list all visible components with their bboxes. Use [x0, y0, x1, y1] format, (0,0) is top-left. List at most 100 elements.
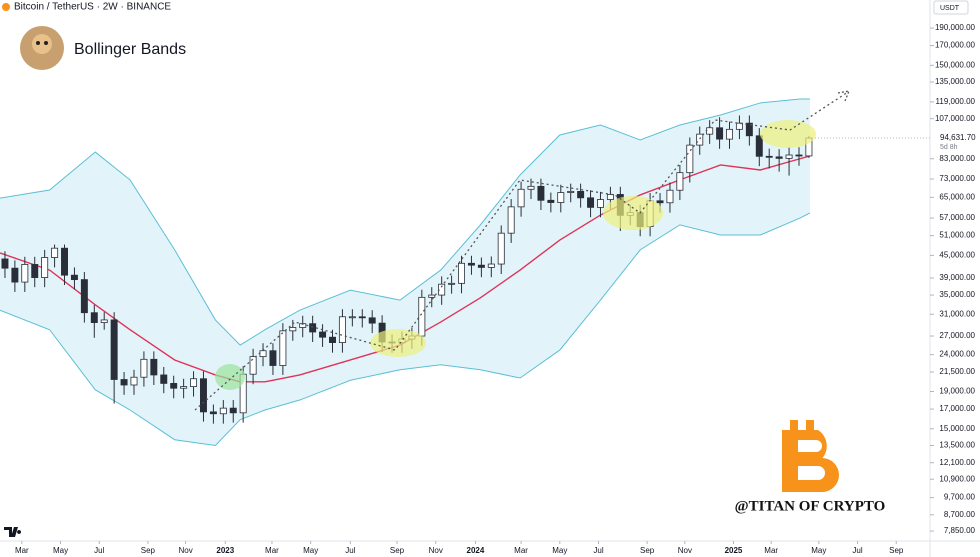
candle-body — [170, 383, 178, 389]
x-tick-label: Sep — [640, 546, 655, 555]
candle-body — [775, 156, 783, 159]
x-tick-label: Sep — [390, 546, 405, 555]
y-tick-label: 12,100.00 — [939, 458, 975, 467]
x-tick-label: Mar — [764, 546, 778, 555]
candle-body — [557, 192, 565, 203]
y-tick-label: 135,000.00 — [935, 77, 976, 86]
symbol-icon — [2, 3, 10, 11]
band-fill — [0, 98, 810, 446]
symbol-title: Bitcoin / TetherUS · 2W · BINANCE — [14, 2, 171, 13]
candle-body — [567, 190, 575, 193]
y-tick-label: 27,000.00 — [939, 331, 975, 340]
candle-body — [547, 199, 555, 203]
y-tick-label: 83,000.00 — [939, 154, 975, 163]
candle-body — [527, 185, 535, 190]
x-tick-label: May — [552, 546, 567, 555]
x-tick-label: 2024 — [467, 546, 485, 555]
candle-body — [199, 378, 207, 413]
x-tick-label: Nov — [178, 546, 192, 555]
candle-body — [507, 206, 515, 234]
candle-body — [229, 407, 237, 414]
candle-body — [259, 350, 267, 358]
candle-body — [11, 267, 19, 283]
candle-body — [249, 356, 257, 375]
candle-body — [755, 135, 763, 157]
currency-box[interactable] — [933, 0, 969, 15]
plot-area — [0, 98, 813, 446]
candle-body — [140, 358, 148, 378]
candle-body — [587, 197, 595, 208]
band-lower — [0, 212, 811, 446]
y-tick-label: 35,000.00 — [939, 290, 975, 299]
candle-body — [329, 336, 336, 343]
x-tick-label: Nov — [678, 546, 692, 555]
y-tick-label: 17,000.00 — [939, 404, 975, 413]
y-tick-label: 10,900.00 — [939, 474, 975, 483]
x-tick-label: Jul — [852, 546, 862, 555]
candle-body — [597, 199, 604, 208]
y-tick-label: 51,000.00 — [939, 231, 975, 240]
candle-body — [120, 379, 128, 386]
candle-body — [458, 262, 466, 284]
y-tick-label: 15,000.00 — [939, 424, 975, 433]
watermark: @TITAN OF CRYPTO — [735, 498, 886, 514]
avatar — [20, 26, 64, 70]
candle-body — [150, 358, 158, 376]
y-tick-label: 31,000.00 — [939, 309, 975, 318]
candle-body — [735, 122, 743, 130]
candle-body — [418, 296, 426, 337]
candle-body — [517, 188, 525, 208]
x-tick-label: Jul — [94, 546, 104, 555]
candle-body — [726, 128, 733, 140]
x-tick-label: Sep — [889, 546, 904, 555]
candle-body — [41, 257, 49, 278]
x-tick-label: Mar — [514, 546, 528, 555]
candle-body — [368, 317, 376, 324]
candle-body — [80, 279, 88, 314]
y-tick-label: 13,500.00 — [939, 441, 975, 450]
x-tick-label: Mar — [265, 546, 279, 555]
candle-body — [716, 127, 724, 140]
highlight — [760, 120, 816, 148]
candle-body — [487, 263, 495, 268]
candle-body — [795, 154, 803, 157]
y-tick-label: 8,700.00 — [944, 510, 976, 519]
candle-body — [428, 294, 436, 298]
candle-body — [765, 155, 773, 158]
y-tick-label: 190,000.00 — [935, 23, 976, 32]
y-tick-label: 65,000.00 — [939, 192, 975, 201]
candle-body — [338, 316, 346, 343]
candle-body — [309, 323, 317, 333]
candle-body — [606, 194, 614, 200]
x-tick-label: May — [303, 546, 318, 555]
candle-body — [190, 378, 198, 387]
candle-body — [219, 407, 227, 415]
candle-body — [100, 319, 108, 323]
candle-body — [666, 189, 674, 204]
bitcoin-logo — [782, 420, 839, 492]
candle-body — [279, 330, 287, 366]
arrow-head — [837, 90, 851, 102]
candle-body — [537, 185, 545, 201]
highlight — [603, 196, 663, 230]
candle-body — [110, 319, 118, 380]
y-tick-label: 7,850.00 — [944, 526, 976, 535]
candle-body — [686, 144, 694, 174]
y-tick-label: 21,500.00 — [939, 367, 975, 376]
candle-body — [90, 312, 98, 323]
y-tick-label: 39,000.00 — [939, 273, 975, 282]
currency: USDT — [940, 5, 960, 12]
y-tick-label: 45,000.00 — [939, 251, 975, 260]
x-tick-label: Jul — [345, 546, 355, 555]
candle-body — [577, 190, 585, 199]
candle-body — [21, 264, 29, 283]
x-tick-label: May — [811, 546, 826, 555]
y-tick-label: 170,000.00 — [935, 41, 976, 50]
y-tick-label: 9,700.00 — [944, 493, 976, 502]
annotations: @TITAN OF CRYPTO — [2, 3, 885, 537]
candle-body — [209, 411, 217, 415]
candle-body — [1, 258, 9, 269]
last-price-label: 94,631.70 — [940, 133, 976, 142]
